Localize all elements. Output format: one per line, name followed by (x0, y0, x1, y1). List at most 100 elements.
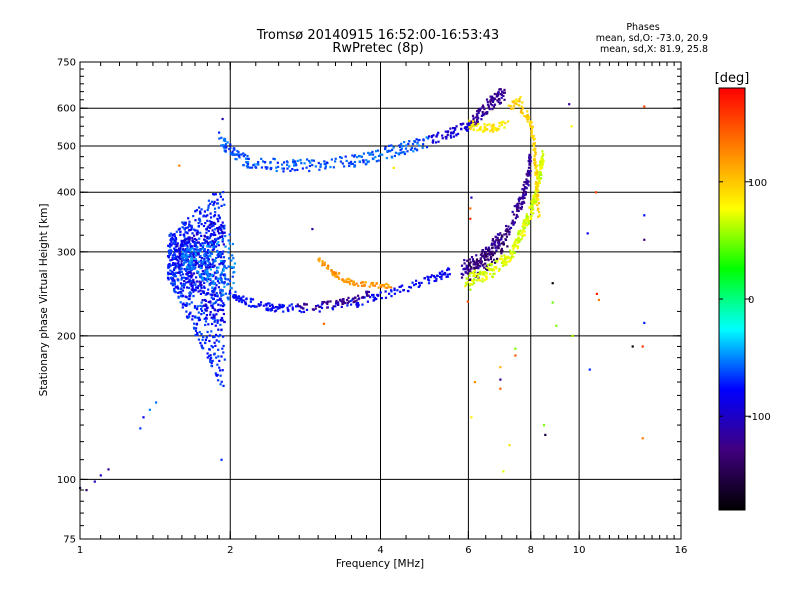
data-point (167, 264, 170, 267)
data-point (286, 163, 289, 167)
data-point (319, 163, 322, 166)
data-point (294, 161, 297, 164)
data-point (312, 159, 315, 162)
data-point (515, 215, 518, 218)
data-point (495, 127, 498, 130)
data-point (223, 285, 226, 288)
y-tick-label: 400 (57, 188, 76, 199)
data-point (232, 296, 236, 299)
data-point (513, 99, 516, 103)
data-point (213, 200, 216, 203)
data-point (216, 202, 220, 205)
data-point (174, 253, 177, 256)
data-point (190, 267, 193, 271)
data-point (535, 196, 538, 199)
data-point (173, 267, 176, 270)
data-point (230, 259, 233, 262)
data-point (497, 246, 500, 249)
data-point (472, 128, 475, 131)
data-point (199, 220, 202, 223)
data-point (522, 184, 525, 187)
data-point (179, 244, 183, 247)
data-point (184, 242, 187, 245)
data-point (508, 228, 511, 231)
data-point (230, 265, 233, 268)
data-point (533, 157, 536, 160)
data-point (353, 164, 357, 167)
data-point (403, 152, 406, 156)
data-point (176, 243, 179, 246)
data-point (384, 296, 388, 299)
data-point (199, 341, 202, 345)
data-point (199, 267, 202, 270)
data-point (500, 242, 503, 245)
data-point (205, 256, 208, 259)
data-point (185, 238, 188, 241)
data-point (504, 257, 507, 260)
data-point (186, 277, 189, 280)
data-point (199, 248, 202, 251)
data-point (207, 204, 210, 207)
data-point (185, 286, 189, 289)
data-point (508, 444, 511, 447)
data-point (223, 137, 226, 140)
data-point (470, 266, 473, 269)
data-point (213, 317, 216, 320)
data-point (221, 230, 224, 233)
data-point (201, 276, 204, 279)
data-point (272, 157, 275, 160)
data-point (207, 225, 210, 228)
data-point (208, 236, 212, 239)
data-point (181, 244, 184, 247)
data-point (341, 302, 344, 305)
data-point (168, 249, 171, 252)
data-point (512, 248, 515, 251)
data-point (330, 158, 333, 161)
data-point (465, 265, 468, 268)
data-point (334, 272, 337, 275)
data-point (286, 167, 289, 170)
data-point (220, 380, 223, 383)
data-point (464, 128, 468, 131)
data-point (204, 278, 208, 281)
data-point (228, 290, 232, 293)
data-point (317, 161, 320, 165)
data-point (186, 237, 189, 240)
data-point (370, 153, 373, 156)
data-point (331, 307, 334, 310)
data-point (220, 308, 224, 311)
data-point (347, 162, 351, 165)
data-point (535, 187, 538, 190)
data-point (520, 205, 523, 209)
data-point (242, 163, 245, 167)
data-point (372, 284, 375, 287)
data-point (175, 238, 178, 241)
data-point (303, 162, 306, 165)
data-point (206, 306, 209, 310)
data-point (524, 223, 527, 226)
data-point (276, 161, 279, 164)
data-point (518, 98, 521, 101)
data-point (175, 230, 178, 233)
data-point (209, 354, 212, 357)
data-point (220, 224, 223, 227)
data-point (179, 257, 182, 261)
data-point (308, 169, 311, 173)
data-point (308, 159, 311, 163)
data-point (530, 130, 533, 133)
data-point (212, 224, 215, 227)
data-point (478, 109, 482, 112)
data-point (413, 147, 416, 150)
data-point (349, 299, 352, 303)
data-point (206, 260, 209, 263)
data-point (184, 256, 187, 259)
data-point (353, 155, 356, 158)
data-point (202, 263, 205, 266)
data-point (481, 277, 484, 280)
data-point (365, 159, 368, 162)
data-point (236, 149, 239, 153)
data-point (507, 255, 510, 258)
data-point (183, 268, 186, 271)
data-point (210, 222, 213, 226)
data-point (529, 124, 532, 127)
